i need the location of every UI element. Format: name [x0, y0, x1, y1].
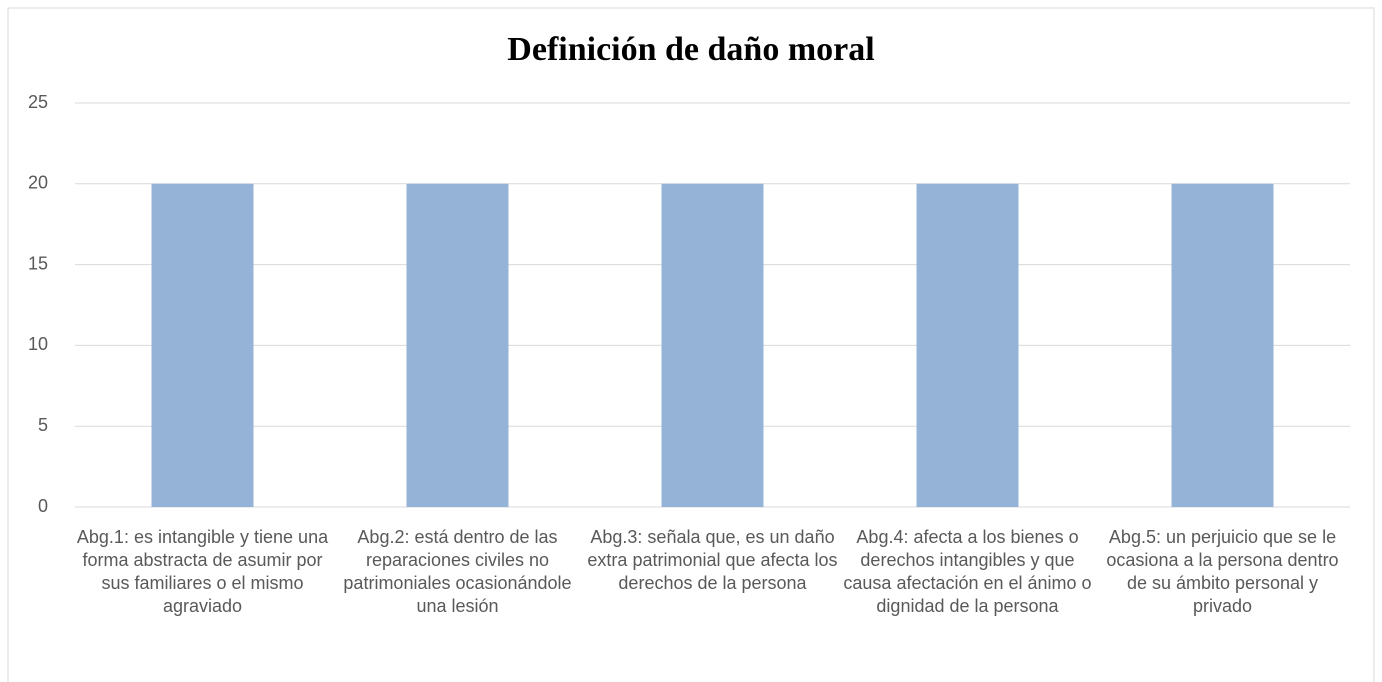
x-tick-label: Abg.3: señala que, es un daño extra patr… — [587, 527, 838, 593]
bar — [661, 183, 764, 508]
chart-title: Definición de daño moral — [507, 31, 874, 68]
y-tick-label: 10 — [28, 334, 48, 354]
y-tick-label: 25 — [28, 92, 48, 112]
y-tick-label: 5 — [38, 415, 48, 435]
x-tick-label: Abg.2: está dentro de las reparaciones c… — [343, 527, 572, 616]
x-tick-label: Abg.4: afecta a los bienes o derechos in… — [843, 527, 1092, 616]
x-tick-label: Abg.1: es intangible y tiene una forma a… — [76, 527, 329, 616]
bar — [151, 183, 254, 508]
bar — [916, 183, 1019, 508]
y-tick-label: 15 — [28, 253, 48, 273]
bar — [406, 183, 509, 508]
y-tick-label: 20 — [28, 173, 48, 193]
x-tick-label: Abg.5: un perjuicio que se le ocasiona a… — [1106, 527, 1339, 616]
chart-border — [7, 7, 1375, 682]
y-tick-label: 0 — [38, 496, 48, 516]
bar — [1171, 183, 1274, 508]
